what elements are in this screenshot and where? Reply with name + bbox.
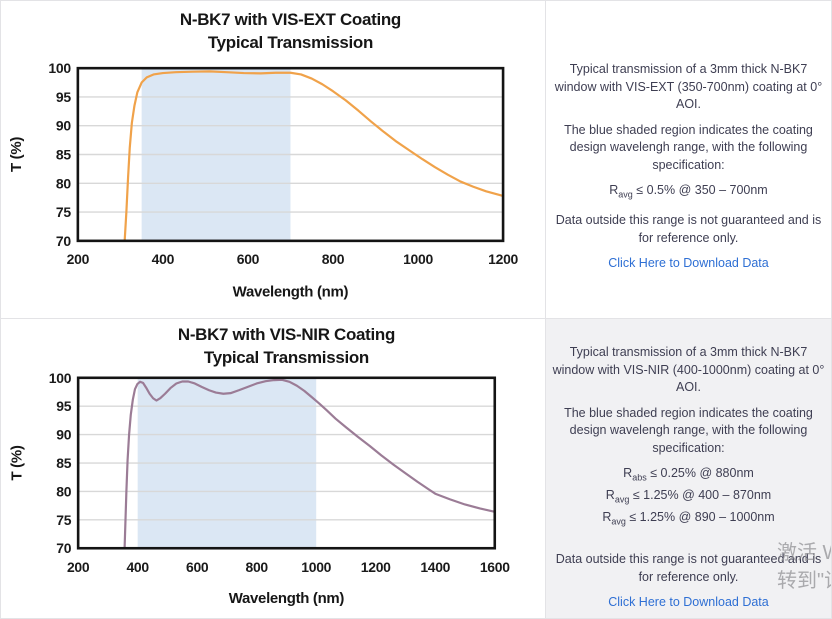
x-tick-label: 1200 — [361, 559, 391, 575]
shaded-region-note: The blue shaded region indicates the coa… — [564, 405, 813, 455]
x-tick-label: 400 — [126, 559, 149, 575]
vis-nir-chart-figure: N-BK7 with VIS-NIR Coating Typical Transm… — [1, 319, 546, 618]
x-tick-label: 600 — [237, 251, 260, 267]
transmission-curve — [123, 378, 496, 550]
y-tick-label: 70 — [56, 233, 71, 249]
y-tick-label: 75 — [56, 512, 71, 528]
watermark-line: 激活 W — [777, 542, 831, 564]
y-tick-label: 70 — [56, 540, 71, 556]
x-tick-label: 200 — [67, 559, 90, 575]
y-tick-label: 90 — [56, 118, 71, 134]
y-tick-label: 95 — [56, 89, 71, 105]
description-text: Typical transmission of a 3mm thick N-BK… — [554, 62, 823, 111]
spec-line: Ravg ≤ 0.5% @ 350 – 700nm — [609, 183, 768, 200]
plot-border — [76, 66, 505, 243]
chart-title-line2: Typical Transmission — [204, 348, 369, 367]
x-tick-label: 400 — [152, 251, 175, 267]
vis-nir-section: N-BK7 with VIS-NIR Coating Typical Transm… — [1, 319, 831, 618]
coating-spec-list: Rabs ≤ 0.25% @ 880nm Ravg ≤ 1.25% @ 400 –… — [551, 465, 826, 531]
x-tick-label: 800 — [246, 559, 269, 575]
x-axis-label: Wavelength (nm) — [233, 284, 349, 301]
y-tick-label: 90 — [56, 427, 71, 443]
coating-spec-list: Ravg ≤ 0.5% @ 350 – 700nm — [551, 182, 826, 204]
x-tick-label: 1600 — [480, 559, 510, 575]
y-tick-label: 85 — [56, 455, 71, 471]
x-tick-label: 1000 — [403, 251, 433, 267]
vis-nir-transmission-chart: N-BK7 with VIS-NIR Coating Typical Transm… — [8, 325, 510, 607]
download-data-link[interactable]: Click Here to Download Data — [608, 256, 769, 270]
y-axis-label: T (%) — [8, 445, 25, 480]
download-data-link[interactable]: Click Here to Download Data — [608, 595, 769, 609]
y-tick-label: 85 — [56, 146, 71, 162]
vis-ext-transmission-chart: N-BK7 with VIS-EXT Coating Typical Transm… — [8, 10, 519, 301]
y-tick-label: 75 — [56, 204, 71, 220]
vis-ext-section: N-BK7 with VIS-EXT Coating Typical Transm… — [1, 1, 831, 319]
disclaimer-text: Data outside this range is not guarantee… — [555, 552, 822, 584]
y-axis-label: T (%) — [8, 137, 25, 172]
transmission-curve — [123, 70, 505, 242]
x-tick-label: 600 — [186, 559, 209, 575]
y-tick-label: 95 — [56, 398, 71, 414]
plot-border — [76, 376, 497, 550]
x-tick-label: 1200 — [488, 251, 518, 267]
x-tick-label: 200 — [67, 251, 90, 267]
vis-ext-info-panel: Typical transmission of a 3mm thick N-BK… — [546, 1, 831, 318]
spec-line: Ravg ≤ 1.25% @ 890 – 1000nm — [602, 510, 775, 527]
windows-activation-watermark: 激活 W 转到"设 — [777, 539, 831, 595]
y-tick-label: 80 — [56, 175, 71, 191]
chart-title-line2: Typical Transmission — [208, 33, 373, 52]
y-tick-label: 80 — [56, 483, 71, 499]
y-tick-label: 100 — [48, 60, 71, 76]
chart-title-line1: N-BK7 with VIS-EXT Coating — [180, 10, 401, 29]
shaded-region-note: The blue shaded region indicates the coa… — [564, 122, 813, 172]
watermark-line: 转到"设 — [777, 570, 831, 592]
disclaimer-text: Data outside this range is not guarantee… — [555, 213, 822, 245]
vis-nir-info-panel: Typical transmission of a 3mm thick N-BK… — [546, 319, 831, 618]
chart-title-line1: N-BK7 with VIS-NIR Coating — [178, 325, 395, 344]
x-tick-label: 1400 — [420, 559, 450, 575]
spec-line: Ravg ≤ 1.25% @ 400 – 870nm — [605, 488, 772, 505]
description-text: Typical transmission of a 3mm thick N-BK… — [552, 345, 825, 394]
y-tick-label: 100 — [49, 370, 72, 386]
x-axis-label: Wavelength (nm) — [229, 590, 345, 607]
vis-ext-chart-figure: N-BK7 with VIS-EXT Coating Typical Transm… — [1, 1, 546, 318]
x-tick-label: 800 — [322, 251, 345, 267]
x-tick-label: 1000 — [301, 559, 331, 575]
spec-line: Rabs ≤ 0.25% @ 880nm — [623, 466, 754, 483]
